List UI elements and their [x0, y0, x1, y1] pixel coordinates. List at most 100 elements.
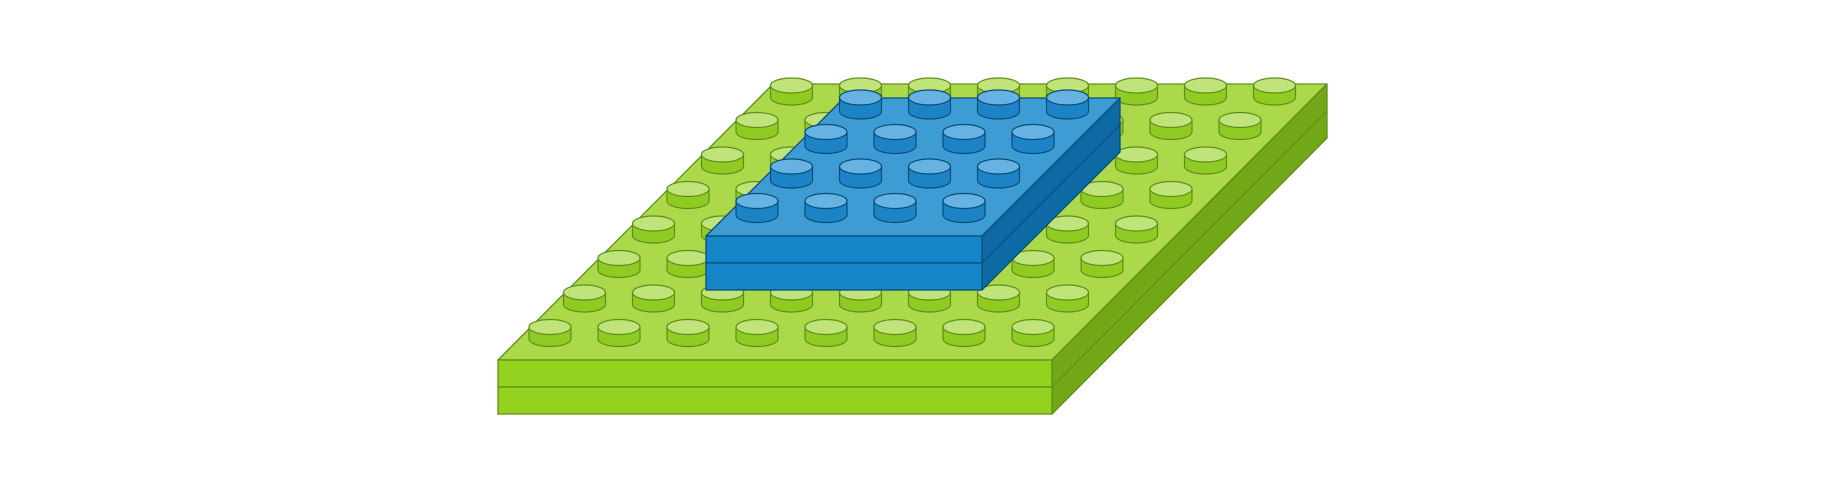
- stud-top: [976, 284, 1021, 301]
- brick-stud: [907, 89, 952, 120]
- stud-top: [804, 318, 848, 336]
- stud-top: [804, 192, 848, 210]
- stud-top: [1149, 180, 1193, 198]
- plate-stud: [631, 215, 676, 244]
- stud-top: [1011, 318, 1055, 336]
- plate-stud: [1114, 215, 1159, 244]
- brick-stud: [942, 123, 986, 155]
- stud-top: [838, 158, 883, 175]
- stud-top: [1183, 146, 1228, 163]
- stud-top: [1045, 89, 1090, 106]
- stud-top: [631, 215, 676, 232]
- plate-stud: [804, 318, 848, 348]
- stud-top: [976, 158, 1021, 175]
- brick-side-divider: [981, 124, 1121, 264]
- brick-stud: [804, 123, 848, 155]
- plate-stud: [873, 318, 917, 348]
- plate-stud: [769, 77, 814, 106]
- brick-stud: [1045, 89, 1090, 120]
- brick-stud: [873, 192, 917, 224]
- plate-side-divider: [1051, 110, 1328, 388]
- stud-top: [666, 180, 710, 198]
- stud-top: [735, 111, 779, 129]
- plate-stud: [1011, 318, 1055, 348]
- stud-top: [976, 89, 1021, 106]
- stud-top: [666, 318, 710, 336]
- stud-top: [1149, 111, 1193, 129]
- stud-top: [700, 146, 745, 163]
- stud-top: [769, 158, 814, 175]
- plate-stud: [597, 318, 641, 348]
- plate-stud: [1149, 180, 1193, 210]
- plate-stud: [1114, 146, 1159, 175]
- stud-top: [942, 123, 986, 141]
- stud-top: [735, 192, 779, 210]
- plate-stud: [1252, 77, 1297, 106]
- stud-top: [1011, 123, 1055, 141]
- stud-top: [1045, 284, 1090, 301]
- brick-stud: [769, 158, 814, 189]
- stud-top: [1183, 77, 1228, 94]
- stud-top: [1080, 249, 1124, 267]
- stud-top: [942, 192, 986, 210]
- brick-stud: [907, 158, 952, 189]
- stud-top: [1114, 146, 1159, 163]
- stud-top: [666, 249, 710, 267]
- brick-stud: [873, 123, 917, 155]
- plate-front-layer: [497, 359, 1053, 388]
- plate-stud: [700, 146, 745, 175]
- plate-stud: [1080, 249, 1124, 279]
- plate-stud: [666, 180, 710, 210]
- stud-top: [1252, 77, 1297, 94]
- brick-stud: [838, 89, 883, 120]
- stud-top: [873, 318, 917, 336]
- blue-brick: [705, 89, 1121, 291]
- plate-stud: [1045, 284, 1090, 313]
- plate-stud: [597, 249, 641, 279]
- plate-front-layer: [497, 386, 1053, 415]
- brick-stud: [942, 192, 986, 224]
- plate-stud: [631, 284, 676, 313]
- stud-top: [1218, 111, 1262, 129]
- stud-top: [873, 192, 917, 210]
- plate-stud: [1080, 180, 1124, 210]
- brick-stud: [804, 192, 848, 224]
- stud-top: [597, 249, 641, 267]
- stud-top: [1114, 77, 1159, 94]
- stud-top: [597, 318, 641, 336]
- plate-stud: [1149, 111, 1193, 141]
- plate-stud: [942, 318, 986, 348]
- stud-top: [907, 158, 952, 175]
- brick-front-layer: [705, 235, 983, 264]
- stud-top: [735, 318, 779, 336]
- plate-stud: [666, 249, 710, 279]
- stud-top: [873, 123, 917, 141]
- brick-stud: [976, 89, 1021, 120]
- plate-stud: [1183, 77, 1228, 106]
- plate-stud: [666, 318, 710, 348]
- plate-stud: [976, 284, 1021, 313]
- brick-stud: [976, 158, 1021, 189]
- plate-stud: [735, 318, 779, 348]
- stud-top: [907, 89, 952, 106]
- plate-stud: [735, 111, 779, 141]
- stud-top: [562, 284, 607, 301]
- stud-top: [804, 123, 848, 141]
- stud-top: [1114, 215, 1159, 232]
- brick-front-layer: [705, 262, 983, 291]
- stud-top: [769, 77, 814, 94]
- plate-stud: [528, 318, 572, 348]
- brick-stud: [1011, 123, 1055, 155]
- stud-top: [838, 89, 883, 106]
- plate-stud: [562, 284, 607, 313]
- stud-top: [942, 318, 986, 336]
- plate-stud: [1011, 249, 1055, 279]
- plate-stud: [1218, 111, 1262, 141]
- stud-top: [528, 318, 572, 336]
- brick-stud: [838, 158, 883, 189]
- plate-stud: [1183, 146, 1228, 175]
- stud-top: [631, 284, 676, 301]
- brick-stud: [735, 192, 779, 224]
- plate-stud: [1114, 77, 1159, 106]
